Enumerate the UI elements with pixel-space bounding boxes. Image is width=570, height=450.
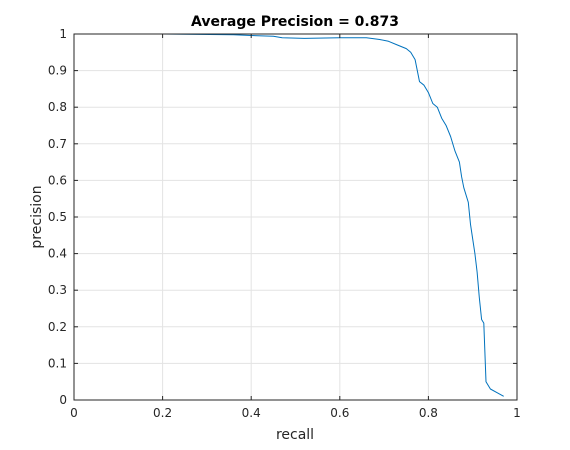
chart-title: Average Precision = 0.873 [191, 14, 399, 30]
ticks: 0 0.2 0.4 0.6 0.8 1 0 0.1 0.2 0.3 0.4 0.5 0.6 0.7 0.8 0… [48, 27, 521, 420]
y-tick-label: 0.6 [48, 173, 67, 187]
y-tick-label: 0.1 [48, 356, 67, 370]
y-tick-label: 0.3 [48, 283, 67, 297]
y-tick-label: 0 [59, 393, 67, 407]
x-tick-label: 0.2 [153, 406, 172, 420]
x-tick-label: 0.8 [419, 406, 438, 420]
x-axis-label: recall [276, 427, 314, 443]
precision-recall-curve [74, 33, 504, 397]
y-tick-label: 0.4 [48, 247, 67, 261]
y-tick-label: 0.2 [48, 320, 67, 334]
series-layer [74, 33, 504, 397]
y-tick-label: 0.7 [48, 137, 67, 151]
x-tick-label: 0 [70, 406, 78, 420]
y-tick-label: 0.8 [48, 100, 67, 114]
x-tick-label: 0.4 [242, 406, 261, 420]
y-tick-label: 0.9 [48, 64, 67, 78]
x-tick-label: 0.6 [330, 406, 349, 420]
x-tick-label: 1 [513, 406, 521, 420]
y-axis-label: precision [29, 185, 45, 248]
y-tick-label: 0.5 [48, 210, 67, 224]
y-tick-label: 1 [59, 27, 67, 41]
